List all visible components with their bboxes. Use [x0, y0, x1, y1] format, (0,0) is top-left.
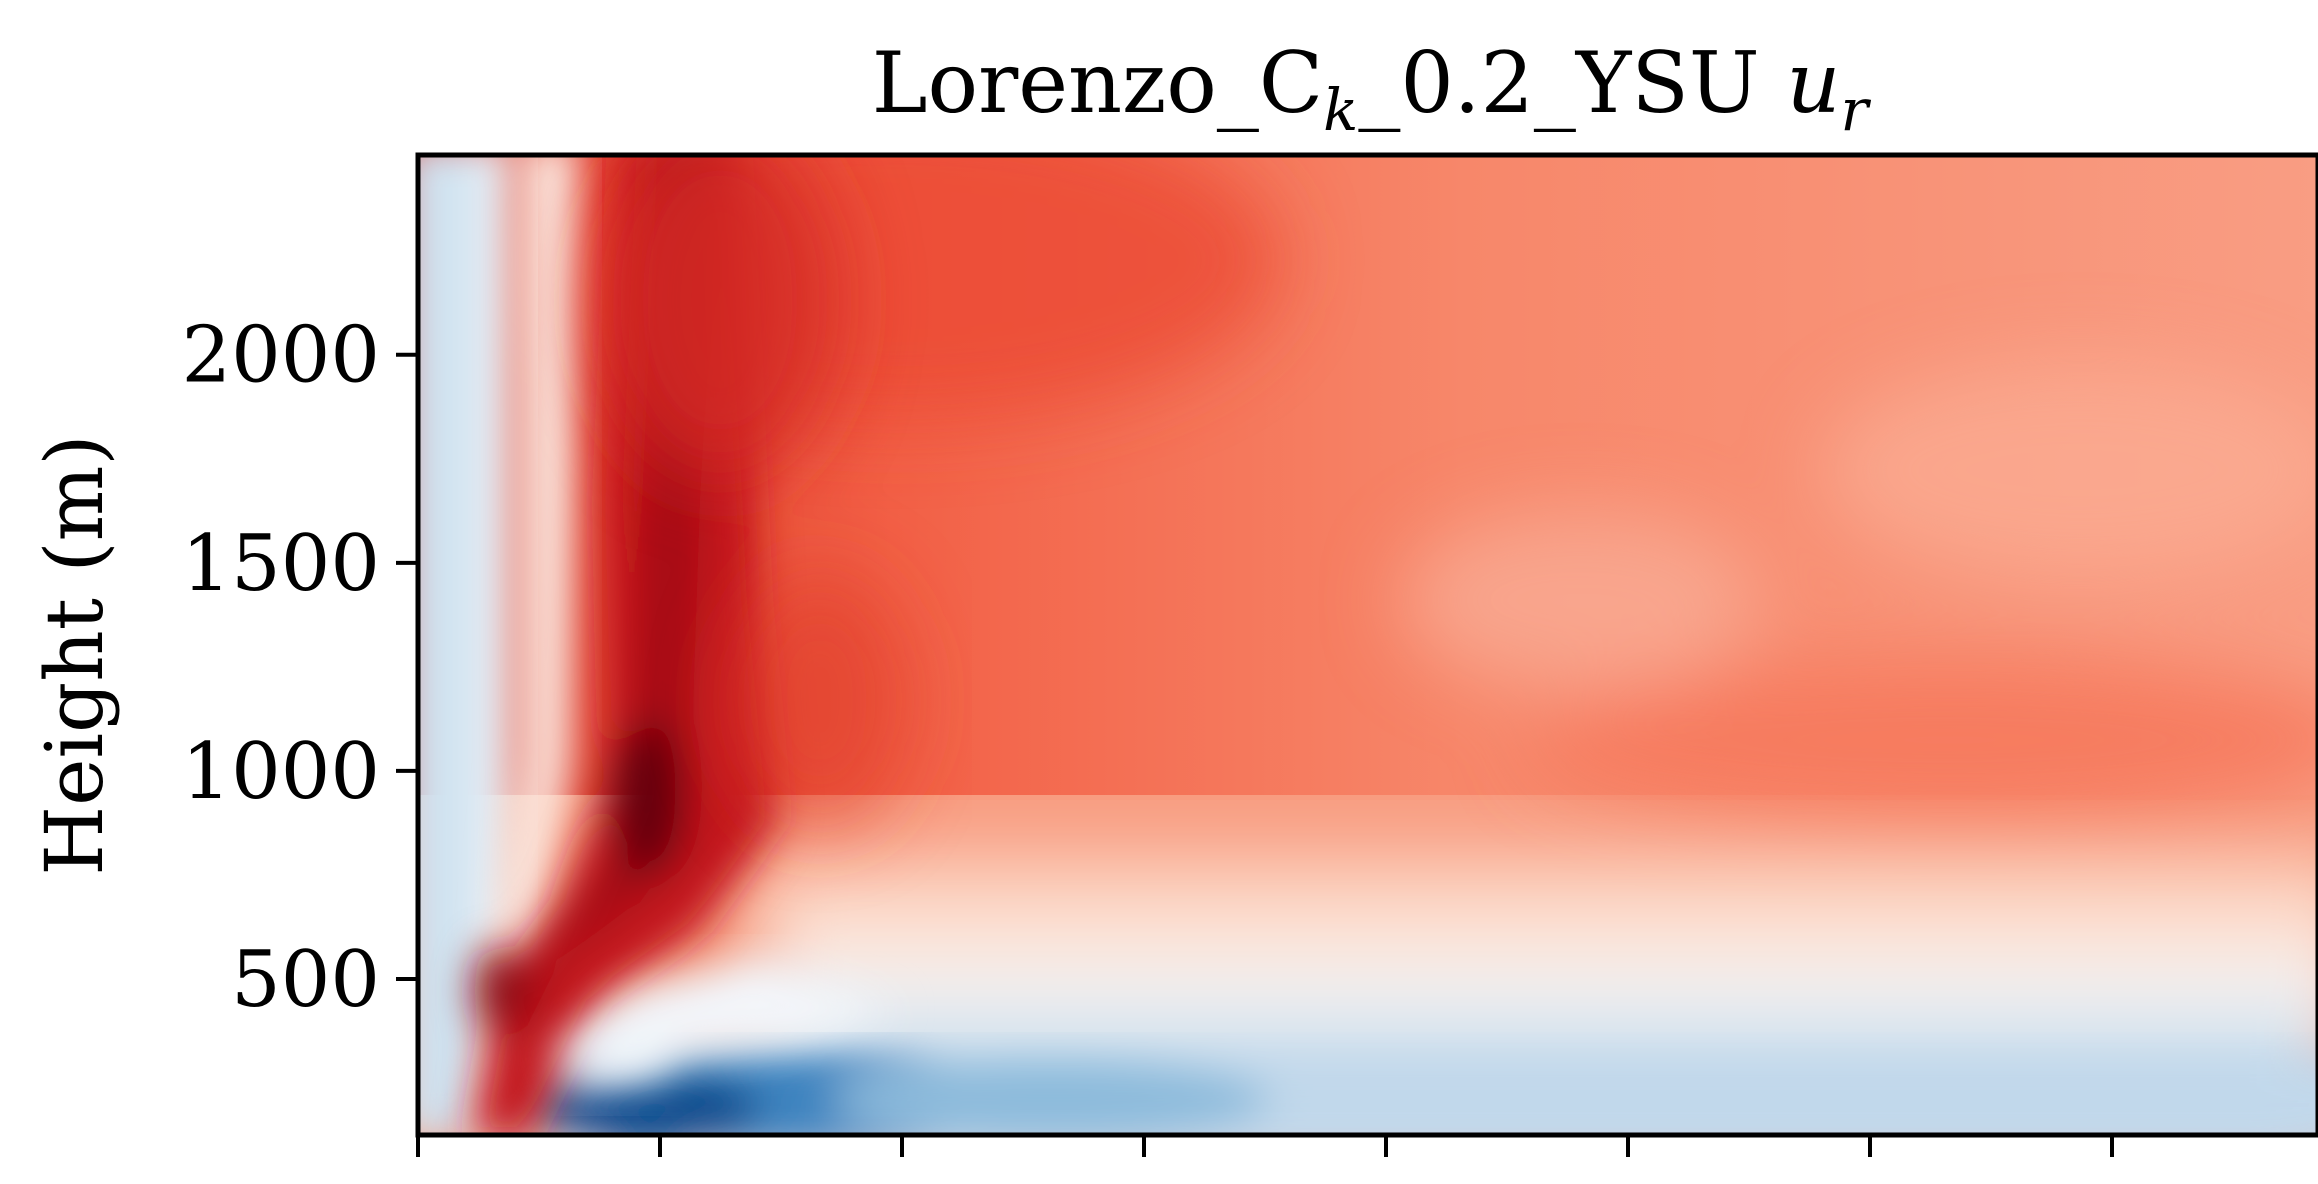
chart-title-subscript: k [1323, 76, 1358, 144]
chart-title-main: Lorenzo_C [872, 34, 1323, 132]
chart-title-variable: u [1786, 34, 1840, 132]
y-tick-label: 1000 [181, 727, 380, 817]
y-axis: 500 1000 1500 2000 [181, 311, 418, 1025]
chart-title-suffix: _0.2_YSU [1358, 34, 1786, 132]
heatmap-field [418, 155, 2318, 1135]
y-axis-label: Height (m) [28, 434, 121, 875]
x-axis [416, 1135, 2114, 1157]
y-tick-label: 1500 [181, 519, 380, 609]
chart-title: Lorenzo_Ck_0.2_YSU ur [872, 34, 1872, 144]
chart-title-variable-subscript: r [1841, 76, 1872, 144]
y-tick-label: 500 [231, 935, 380, 1025]
y-tick-label: 2000 [181, 311, 380, 401]
plot-frame [415, 152, 2318, 1138]
